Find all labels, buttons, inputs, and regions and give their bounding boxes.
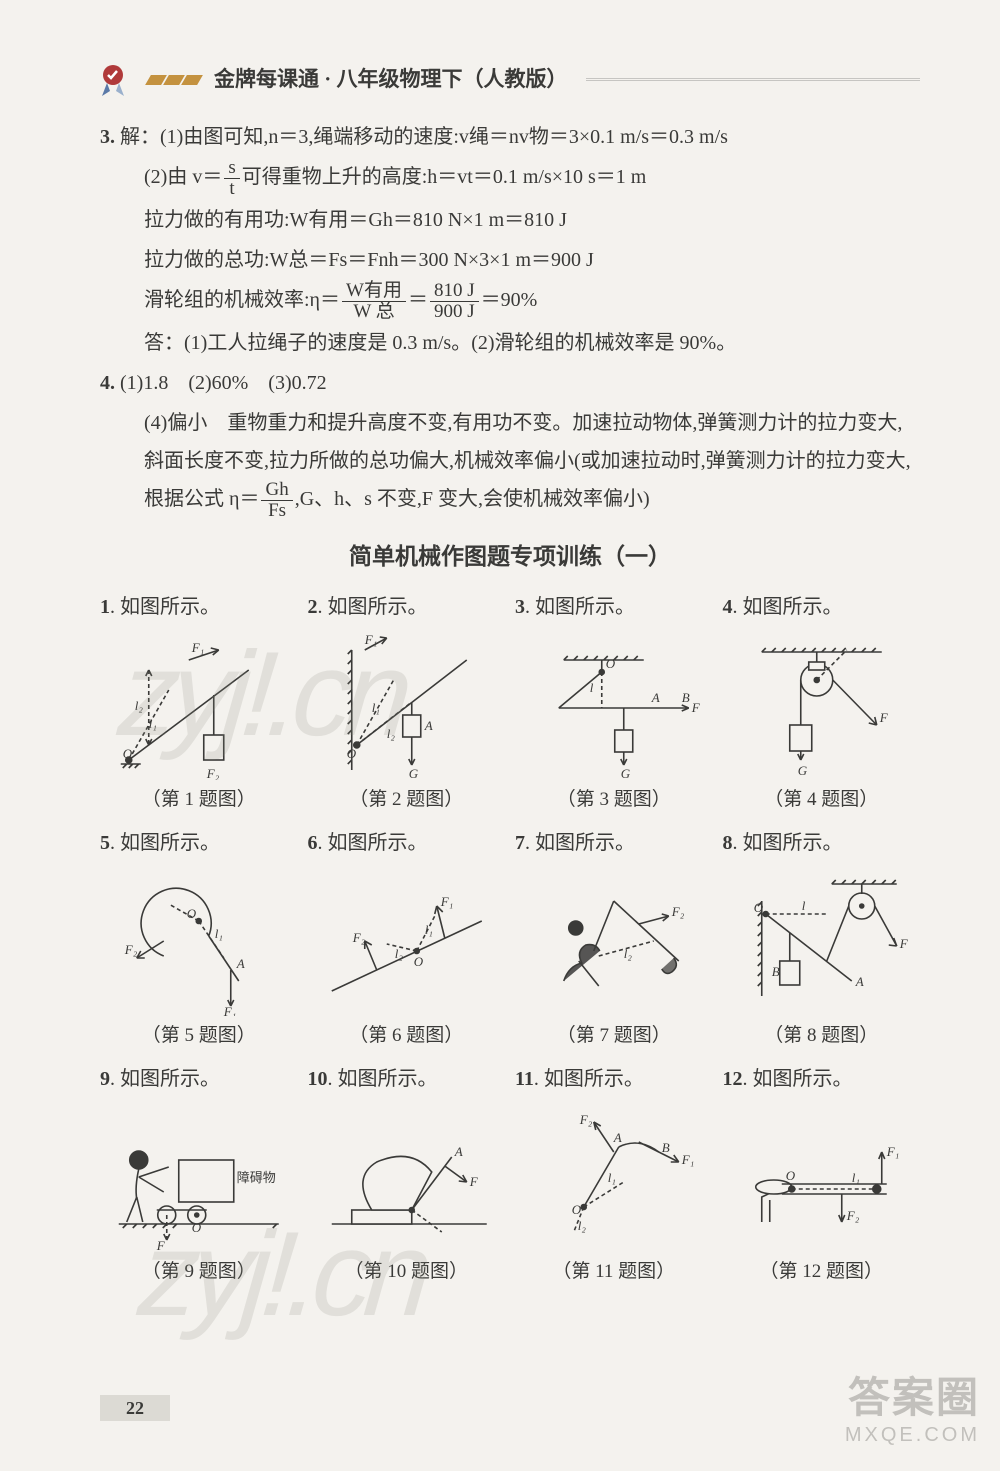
svg-text:F₁: F₁ [681,1152,694,1167]
diagram-2: A G F₁ l₁ l₂ O [308,630,506,780]
svg-text:F: F [156,1238,166,1252]
svg-text:F₁: F₁ [439,894,452,909]
figure-cell-10: 10. 如图所示。 A F （第 10 题图） [308,1060,506,1290]
svg-text:l₂: l₂ [578,1218,587,1233]
corner-watermark: 答案圈 MXQE.COM [845,1373,980,1447]
svg-text:B: B [771,964,779,979]
svg-text:O: O [785,1168,795,1183]
svg-text:A: A [236,956,245,971]
svg-text:l₂: l₂ [624,946,633,961]
svg-text:F₁: F₁ [223,1004,236,1016]
svg-text:O: O [192,1220,202,1235]
svg-text:F: F [878,710,888,725]
svg-text:l₁: l₁ [149,716,157,731]
q3-line1: 3. 解：(1)由图可知,n＝3,绳端移动的速度:v绳＝nv物＝3×0.1 m/… [100,118,920,156]
svg-text:A: A [854,974,863,989]
svg-text:障碍物: 障碍物 [237,1170,276,1185]
svg-text:O: O [753,900,763,915]
svg-text:A: A [613,1130,622,1145]
svg-text:F₂: F₂ [671,904,685,919]
svg-text:l: l [801,898,805,913]
figure-cell-7: 7. 如图所示。 F₂ l₂ （第 7 题图） [515,824,713,1054]
svg-text:F₁: F₁ [885,1144,898,1159]
svg-text:O: O [413,954,423,969]
svg-text:F: F [691,700,701,715]
svg-text:F₂: F₂ [845,1208,859,1223]
svg-text:F₂: F₂ [579,1112,593,1127]
figure-cell-6: 6. 如图所示。 O F₁ F₂ l₁ l₂ [308,824,506,1054]
svg-text:G: G [621,766,631,780]
svg-text:A: A [651,690,660,705]
diagram-6: O F₁ F₂ l₁ l₂ [308,866,506,1016]
svg-text:O: O [187,906,197,921]
svg-text:l₁: l₁ [424,922,432,937]
figure-cell-4: 4. 如图所示。 G F [723,588,921,818]
svg-text:B: B [682,690,690,705]
q3-line6: 答：(1)工人拉绳子的速度是 0.3 m/s。(2)滑轮组的机械效率是 90%。 [100,324,920,362]
figure-cell-1: 1. 如图所示。 F₁ l₁ l₂ O [100,588,298,818]
svg-text:l₂: l₂ [394,946,403,961]
header-title: 金牌每课通 · 八年级物理下（人教版） [214,60,568,100]
diagram-3: O A B F G l [515,630,713,780]
q4-line1: 4. (1)1.8 (2)60% (3)0.72 [100,364,920,402]
svg-text:F: F [898,936,908,951]
q3-line3: 拉力做的有用功:W有用＝Gh＝810 N×1 m＝810 J [100,201,920,239]
figure-cell-9: 9. 如图所示。 障碍物 F [100,1060,298,1290]
figure-cell-12: 12. 如图所示。 O F₁ F₂ [723,1060,921,1290]
svg-text:l₁: l₁ [851,1170,859,1185]
svg-text:G: G [408,766,418,780]
svg-text:O: O [346,746,356,761]
q4-line2: (4)偏小 重物重力和提升高度不变,有用功不变。加速拉动物体,弹簧测力计的拉力变… [100,404,920,521]
diagram-4: G F [723,630,921,780]
header-stripes-icon [148,75,200,85]
diagram-8: O A B F l [723,866,921,1016]
svg-text:F: F [468,1174,478,1189]
ribbon-badge-icon [100,63,140,97]
q3-line4: 拉力做的总功:W总＝Fs＝Fnh＝300 N×3×1 m＝900 J [100,241,920,279]
diagram-11: O A B F₁ F₂ l₁ l₂ [515,1102,713,1252]
diagram-10: A F [308,1102,506,1252]
svg-text:F₂: F₂ [124,942,138,957]
svg-text:l₂: l₂ [386,726,395,741]
figure-cell-2: 2. 如图所示。 A G F₁ l₁ [308,588,506,818]
svg-text:A: A [423,718,432,733]
section-title: 简单机械作图题专项训练（一） [100,535,920,579]
svg-text:A: A [453,1144,462,1159]
q3-line2: (2)由 v＝st可得重物上升的高度:h＝vt＝0.1 m/s×10 s＝1 m [100,158,920,199]
solution-block: 3. 解：(1)由图可知,n＝3,绳端移动的速度:v绳＝nv物＝3×0.1 m/… [100,118,920,521]
diagram-12: O F₁ F₂ l₁ [723,1102,921,1252]
svg-text:O: O [606,656,616,671]
figure-cell-3: 3. 如图所示。 O A B F G [515,588,713,818]
diagram-9: 障碍物 F O [100,1102,298,1252]
header-rule [586,78,920,81]
diagram-1: F₁ l₁ l₂ O F₂ [100,630,298,780]
svg-text:l: l [590,680,594,695]
svg-text:l₁: l₁ [608,1170,616,1185]
svg-text:F₁: F₁ [363,632,376,647]
svg-text:B: B [662,1140,670,1155]
figure-cell-8: 8. 如图所示。 O A B [723,824,921,1054]
svg-text:F₂: F₂ [206,766,220,780]
q3-line5: 滑轮组的机械效率:η＝W有用W 总＝810 J900 J＝90% [100,281,920,322]
svg-text:l₁: l₁ [371,700,379,715]
page-number: 22 [100,1395,170,1421]
svg-text:F₁: F₁ [191,640,204,655]
figure-cell-11: 11. 如图所示。 O A B F₁ F₂ l₁ [515,1060,713,1290]
svg-text:G: G [797,763,807,778]
figure-cell-5: 5. 如图所示。 O F₁ l₁ F₂ A [100,824,298,1054]
diagram-7: F₂ l₂ [515,866,713,1016]
svg-text:l₁: l₁ [215,926,223,941]
svg-text:F₂: F₂ [351,930,365,945]
page-header: 金牌每课通 · 八年级物理下（人教版） [100,60,920,100]
svg-text:l₂: l₂ [135,698,144,713]
figure-grid: 1. 如图所示。 F₁ l₁ l₂ O [100,588,920,1290]
diagram-5: O F₁ l₁ F₂ A [100,866,298,1016]
svg-text:O: O [123,746,133,761]
